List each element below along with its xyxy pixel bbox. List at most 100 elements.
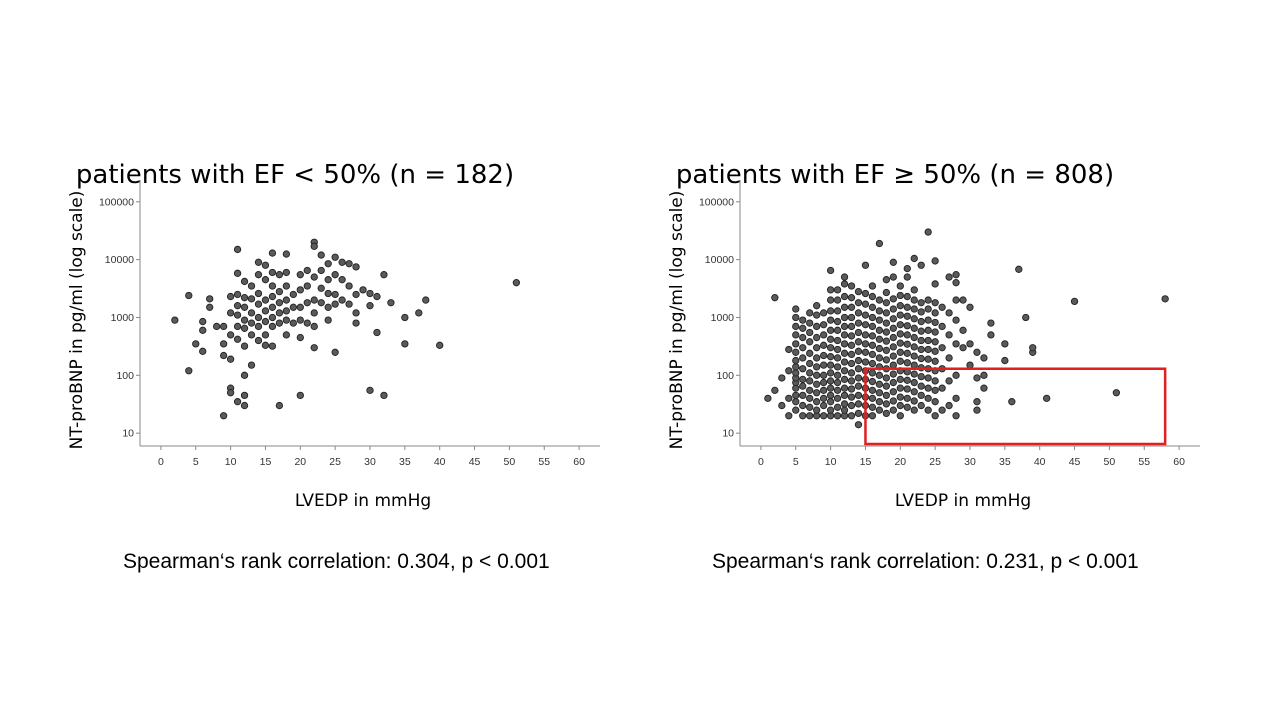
data-point xyxy=(268,282,277,290)
data-point xyxy=(819,378,828,387)
data-point xyxy=(861,289,870,298)
data-point xyxy=(282,331,291,339)
y-tick-label: 100000 xyxy=(99,196,134,208)
data-point xyxy=(889,352,897,360)
data-point xyxy=(931,377,939,385)
data-point xyxy=(847,385,856,393)
data-point xyxy=(847,313,856,322)
data-point xyxy=(945,273,953,281)
data-point xyxy=(1070,297,1079,306)
data-point xyxy=(199,347,207,355)
data-point xyxy=(317,251,325,259)
data-point xyxy=(917,261,925,269)
data-point xyxy=(436,341,444,349)
data-point xyxy=(373,292,381,301)
data-point xyxy=(896,375,904,384)
data-point xyxy=(861,261,870,269)
data-point xyxy=(806,338,814,346)
y-axis-label: NT-proBNP in pg/ml (log scale) xyxy=(67,191,87,450)
data-point xyxy=(840,358,849,366)
data-point xyxy=(366,386,374,394)
data-point xyxy=(889,378,897,387)
data-point xyxy=(833,317,842,326)
data-point xyxy=(826,384,835,392)
data-point xyxy=(882,337,891,345)
data-point xyxy=(833,326,842,334)
data-point xyxy=(875,380,884,388)
data-point xyxy=(833,371,842,379)
data-point xyxy=(813,398,821,406)
data-point xyxy=(1161,295,1169,303)
data-point xyxy=(247,295,256,303)
data-point xyxy=(931,309,939,317)
data-point xyxy=(826,353,835,361)
data-point xyxy=(317,284,325,292)
data-point xyxy=(261,296,270,304)
data-point xyxy=(924,355,932,363)
data-point xyxy=(868,332,877,340)
data-point xyxy=(973,374,981,382)
data-point xyxy=(931,398,939,406)
data-point xyxy=(317,266,325,275)
data-point xyxy=(1029,344,1037,352)
data-point xyxy=(882,319,891,327)
data-point xyxy=(254,258,263,266)
data-point xyxy=(819,412,828,420)
data-point xyxy=(296,286,304,294)
data-point xyxy=(903,340,911,348)
data-point xyxy=(275,309,284,317)
data-point xyxy=(219,322,228,331)
x-tick-label: 50 xyxy=(504,456,516,468)
data-point xyxy=(345,282,353,290)
data-point xyxy=(896,384,904,392)
data-point xyxy=(213,322,221,331)
data-point xyxy=(882,276,891,284)
data-point xyxy=(854,299,863,307)
data-point xyxy=(889,406,897,414)
data-point xyxy=(833,286,842,294)
data-point xyxy=(310,296,318,304)
data-point xyxy=(233,398,242,406)
data-point xyxy=(296,316,304,324)
data-point xyxy=(889,258,897,266)
data-point xyxy=(1022,313,1030,322)
x-tick-label: 45 xyxy=(469,456,481,468)
data-point xyxy=(826,266,835,275)
data-point xyxy=(826,406,835,414)
data-point xyxy=(380,391,388,400)
data-point xyxy=(889,315,897,323)
data-point xyxy=(799,401,807,410)
data-point xyxy=(806,403,814,411)
data-point xyxy=(840,384,849,392)
data-point xyxy=(192,340,200,348)
data-point xyxy=(952,279,960,287)
data-point xyxy=(889,333,897,342)
data-point xyxy=(254,313,263,322)
data-point xyxy=(819,386,828,394)
data-point xyxy=(826,391,835,400)
data-point xyxy=(240,316,249,324)
data-point xyxy=(847,350,856,359)
data-point xyxy=(875,406,884,414)
scatter-plot: 10 100 1000 10000 100000 0 5 10 15 20 25 30 35 40 45 50… xyxy=(667,180,1200,511)
data-point xyxy=(833,345,842,354)
data-point xyxy=(924,228,932,236)
data-point xyxy=(861,321,870,329)
data-point xyxy=(415,309,423,317)
data-point xyxy=(296,391,304,400)
data-point xyxy=(952,316,960,324)
data-point xyxy=(785,412,793,420)
data-point xyxy=(826,307,835,315)
data-point xyxy=(826,369,835,377)
chart-title: patients with EF < 50% (n = 182) xyxy=(75,160,515,190)
data-point xyxy=(896,311,904,319)
data-point xyxy=(247,331,256,339)
data-point xyxy=(819,361,828,369)
data-point xyxy=(826,344,835,352)
data-point xyxy=(882,299,891,307)
data-point xyxy=(833,363,842,371)
data-point xyxy=(952,412,960,420)
x-axis-label: LVEDP in mmHg xyxy=(895,491,1031,511)
data-point xyxy=(764,394,772,402)
data-point xyxy=(847,282,856,290)
